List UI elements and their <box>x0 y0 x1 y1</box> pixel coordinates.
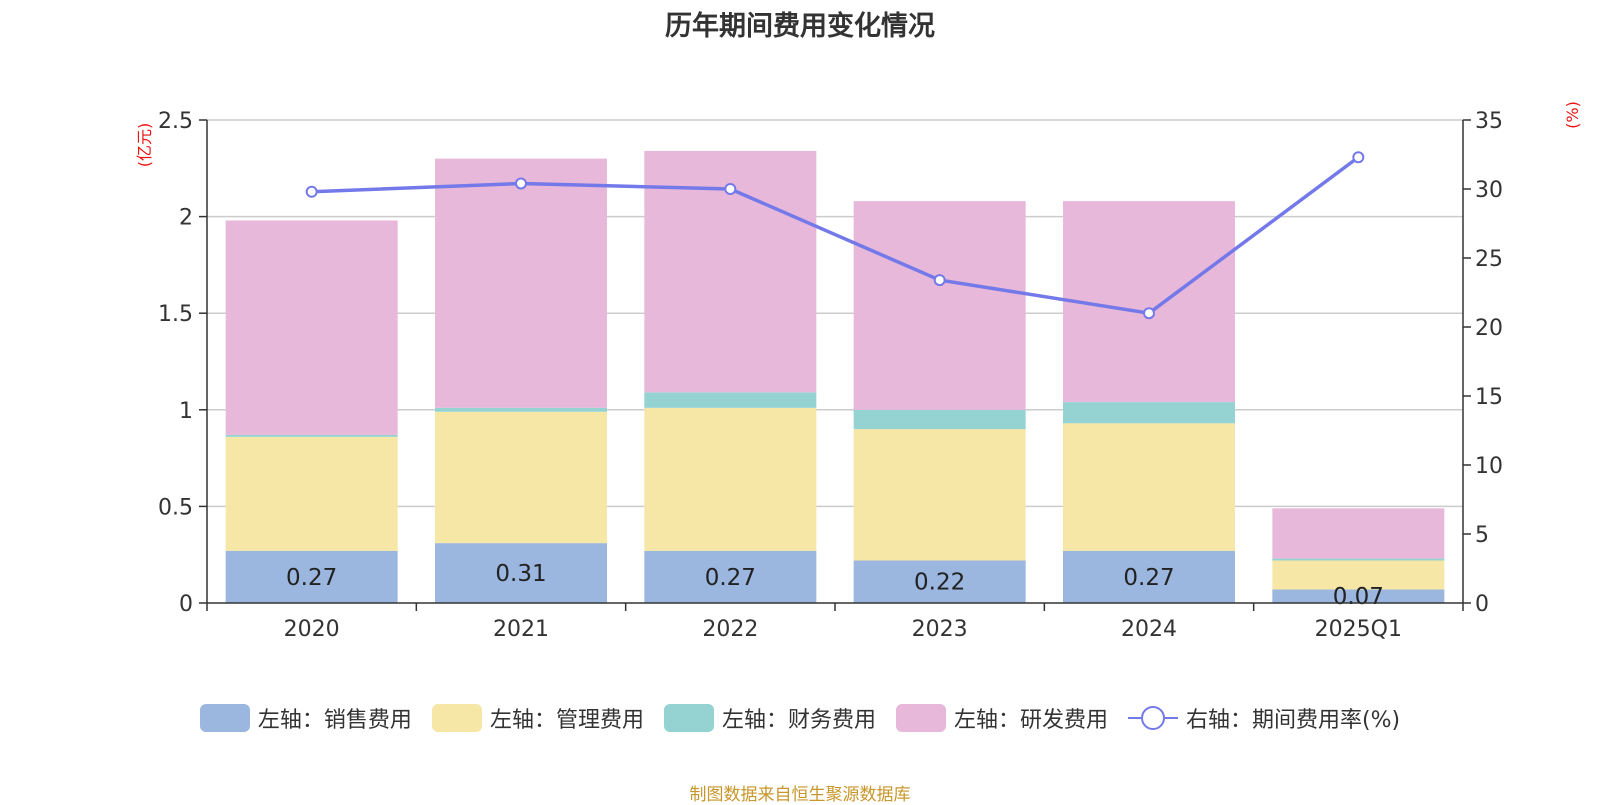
left-tick-label: 2 <box>179 206 193 231</box>
right-tick-label: 0 <box>1475 592 1489 617</box>
right-tick-label: 5 <box>1475 523 1489 548</box>
bar-data-label: 0.27 <box>705 565 756 591</box>
legend: 左轴：销售费用 左轴：管理费用 左轴：财务费用 左轴：研发费用 右轴：期间费用率(%) <box>0 702 1600 734</box>
axes-layer: 0 0.5 1 1.5 2 2.5 0 5 10 15 20 25 30 35 2020 2021 2022 20… <box>135 101 1582 642</box>
legend-swatch <box>199 704 250 732</box>
bar-data-label: 0.22 <box>914 570 965 596</box>
left-axis-unit-label: (亿元) <box>135 123 154 168</box>
left-tick-label: 0.5 <box>158 495 193 520</box>
legend-line-swatch <box>1127 704 1178 732</box>
bar-segment <box>225 436 398 551</box>
legend-label: 右轴：期间费用率(%) <box>1185 708 1401 733</box>
right-tick-label: 15 <box>1475 385 1503 410</box>
rate-point <box>933 274 946 287</box>
right-tick-label: 25 <box>1475 247 1503 272</box>
bar-data-label: 0.07 <box>1333 584 1384 610</box>
bar-segment <box>644 392 817 408</box>
rate-line-layer <box>305 151 1365 320</box>
rate-point <box>1352 151 1365 164</box>
legend-swatch <box>663 704 714 732</box>
bar-segment <box>853 409 1026 430</box>
bar-segment <box>1063 423 1235 551</box>
bar-segment <box>435 158 607 408</box>
bar-segment <box>225 550 398 603</box>
bar-segment <box>853 201 1026 410</box>
bar-segment <box>644 407 817 551</box>
legend-item[interactable]: 左轴：财务费用 <box>663 702 876 734</box>
x-tick-label: 2024 <box>1121 617 1177 642</box>
right-tick-label: 10 <box>1475 454 1503 479</box>
bar-segment <box>853 560 1026 603</box>
rate-point <box>305 185 318 198</box>
x-tick-label: 2020 <box>284 617 340 642</box>
x-tick-label: 2025Q1 <box>1315 617 1402 642</box>
legend-label: 左轴：销售费用 <box>257 708 412 733</box>
bar-segment <box>1272 508 1445 559</box>
bar-data-label: 0.27 <box>286 565 337 591</box>
legend-label: 左轴：研发费用 <box>953 708 1108 733</box>
bar-segment <box>1063 201 1235 403</box>
bar-segment <box>435 543 607 603</box>
bar-segment <box>853 429 1026 561</box>
right-tick-label: 20 <box>1475 316 1503 341</box>
legend-item[interactable]: 左轴：研发费用 <box>895 702 1108 734</box>
source-note: 制图数据来自恒生聚源数据库 <box>689 785 911 805</box>
legend-label: 左轴：管理费用 <box>489 708 644 733</box>
grid-lines <box>207 119 1463 508</box>
legend-label: 左轴：财务费用 <box>721 708 876 733</box>
bar-data-label: 0.27 <box>1123 565 1174 591</box>
left-tick-label: 1 <box>179 399 193 424</box>
rate-point <box>515 177 527 190</box>
rate-point <box>724 183 737 195</box>
left-tick-label: 2.5 <box>158 109 193 134</box>
bar-segment <box>1272 560 1445 590</box>
bars-layer <box>225 150 1445 603</box>
bar-segment <box>435 411 607 544</box>
right-axis-unit-label: (%) <box>1563 101 1582 129</box>
x-tick-label: 2021 <box>493 617 549 642</box>
right-tick-label: 30 <box>1475 178 1503 203</box>
legend-item[interactable]: 左轴：销售费用 <box>199 702 412 734</box>
bar-segment <box>225 434 398 437</box>
bar-segment <box>225 220 398 435</box>
right-tick-label: 35 <box>1475 109 1503 134</box>
rate-point <box>1143 307 1155 320</box>
x-tick-label: 2022 <box>702 617 758 642</box>
bar-segment <box>1272 558 1445 561</box>
rate-line <box>311 155 1360 315</box>
x-tick-label: 2023 <box>912 617 968 642</box>
bar-segment <box>1063 402 1235 424</box>
bar-data-label: 0.31 <box>495 561 546 587</box>
chart-title: 历年期间费用变化情况 <box>665 11 935 42</box>
bar-labels-layer: 0.27 0.31 0.27 0.22 0.27 0.07 <box>286 561 1384 610</box>
left-tick-label: 0 <box>179 592 193 617</box>
bar-segment <box>1063 550 1235 603</box>
legend-item[interactable]: 左轴：管理费用 <box>431 702 644 734</box>
bar-segment <box>644 550 817 603</box>
left-tick-label: 1.5 <box>158 302 193 327</box>
legend-swatch <box>895 704 946 732</box>
legend-item[interactable]: 右轴：期间费用率(%) <box>1127 702 1401 734</box>
bar-segment <box>1272 589 1445 603</box>
legend-swatch <box>431 704 482 732</box>
bar-segment <box>435 407 607 412</box>
